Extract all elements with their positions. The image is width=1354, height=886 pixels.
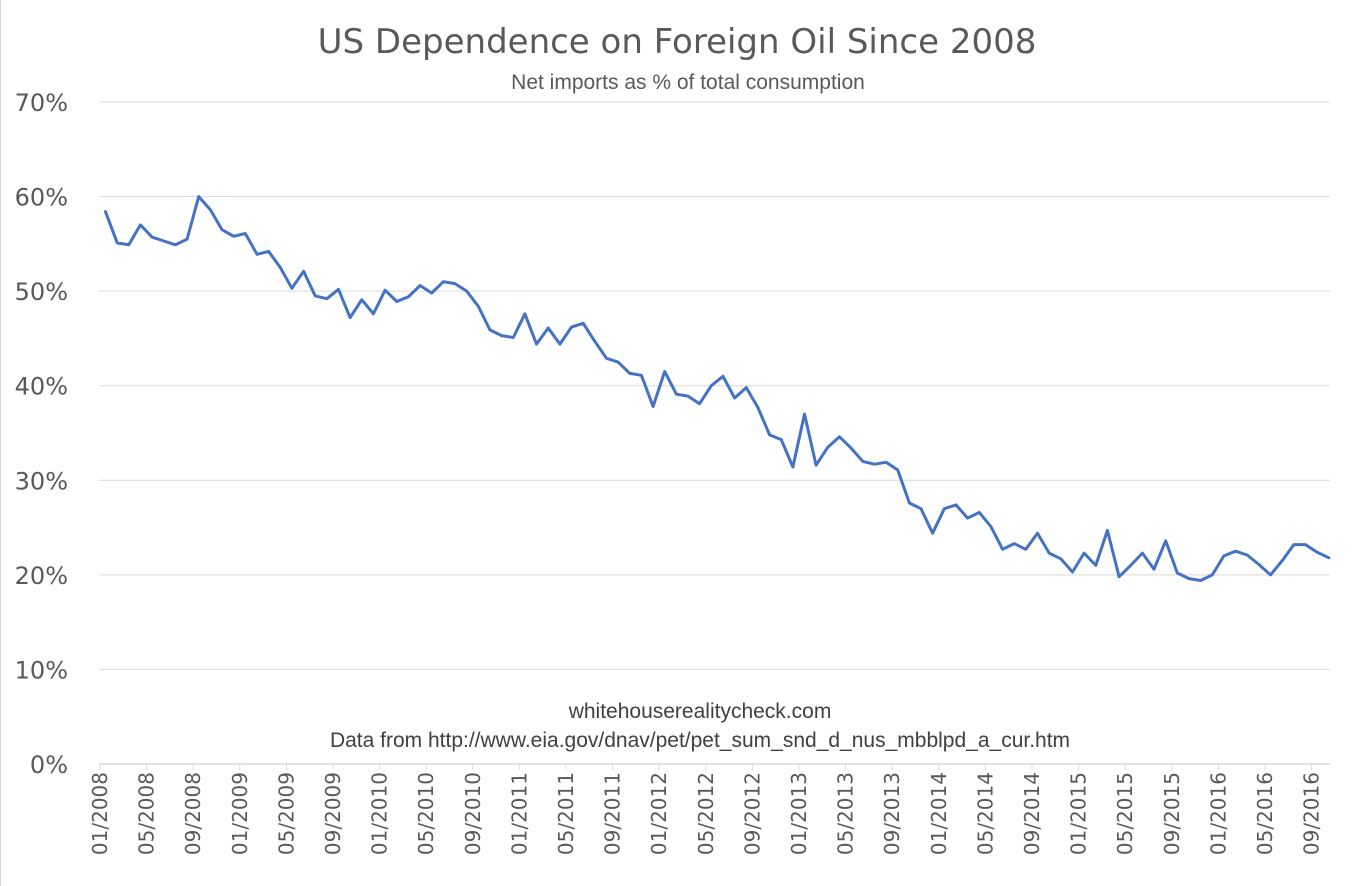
x-tick-label: 09/2008 — [181, 772, 205, 855]
y-tick-label: 60% — [15, 184, 68, 212]
annotation-website: whitehouserealitycheck.com — [568, 700, 832, 723]
x-tick-label: 01/2011 — [507, 772, 531, 855]
x-tick-label: 09/2016 — [1300, 772, 1324, 855]
x-tick-label: 09/2011 — [601, 772, 625, 855]
x-tick-label: 05/2008 — [135, 772, 159, 855]
x-tick-label: 01/2009 — [228, 772, 252, 855]
x-tick-label: 05/2014 — [973, 772, 997, 855]
y-tick-label: 30% — [15, 467, 68, 495]
y-tick-label: 50% — [15, 278, 68, 306]
y-tick-label: 20% — [15, 562, 68, 590]
x-tick-label: 01/2015 — [1067, 772, 1091, 855]
y-axis-tick-labels: 0% 10% 20% 30% 40% 50% 60% 70% — [15, 89, 68, 779]
x-tick-label: 01/2012 — [647, 772, 671, 855]
x-tick-label: 09/2014 — [1020, 772, 1044, 855]
x-tick-label: 05/2012 — [694, 772, 718, 855]
x-tick-label: 09/2012 — [740, 772, 764, 855]
x-tick-label: 01/2013 — [787, 772, 811, 855]
x-tick-label: 09/2009 — [321, 772, 345, 855]
series-line — [104, 195, 1331, 582]
x-tick-label: 05/2013 — [834, 772, 858, 855]
x-tick-label: 09/2013 — [880, 772, 904, 855]
y-tick-label: 70% — [15, 89, 68, 117]
chart-subtitle: Net imports as % of total consumption — [511, 71, 865, 94]
y-tick-label: 10% — [15, 656, 68, 684]
x-tick-label: 05/2009 — [274, 772, 298, 855]
x-tick-label: 01/2014 — [927, 772, 951, 855]
chart-title: US Dependence on Foreign Oil Since 2008 — [317, 22, 1037, 62]
x-tick-label: 05/2010 — [414, 772, 438, 855]
annotation-data-source: Data from http://www.eia.gov/dnav/pet/pe… — [330, 729, 1070, 752]
x-tick-label: 09/2015 — [1160, 772, 1184, 855]
y-tick-label: 0% — [30, 751, 68, 779]
y-tick-label: 40% — [15, 373, 68, 401]
x-tick-label: 05/2011 — [554, 772, 578, 855]
x-axis-tick-labels: 01/2008 05/2008 09/2008 01/2009 05/2009 09/20… — [88, 764, 1324, 855]
gridlines — [99, 101, 1330, 670]
x-tick-label: 01/2008 — [88, 772, 112, 855]
x-tick-label: 05/2015 — [1113, 772, 1137, 855]
x-tick-label: 01/2016 — [1206, 772, 1230, 855]
x-tick-label: 01/2010 — [368, 772, 392, 855]
x-tick-label: 05/2016 — [1253, 772, 1277, 855]
x-tick-label: 09/2010 — [461, 772, 485, 855]
